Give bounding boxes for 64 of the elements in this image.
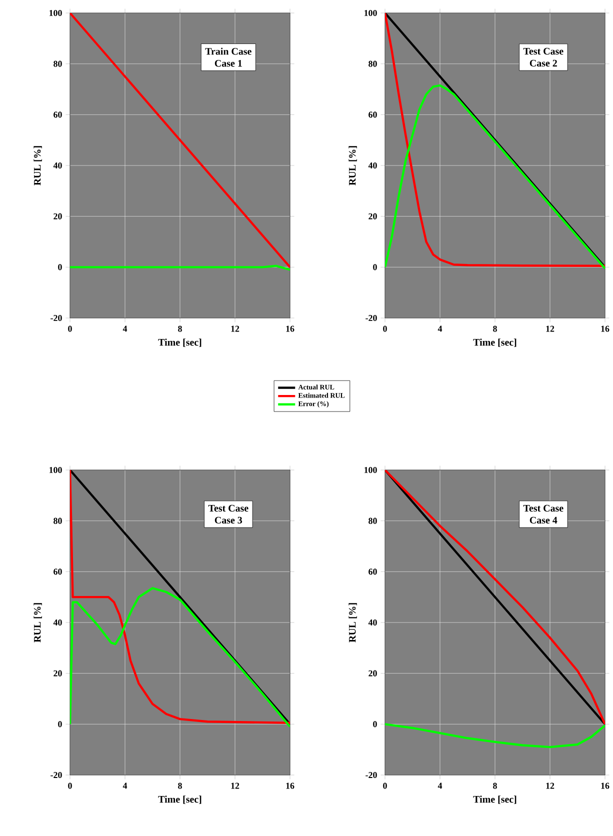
- x-tick-label: 16: [601, 782, 610, 789]
- x-tick-label: 16: [286, 326, 294, 332]
- x-tick-label: 12: [546, 782, 554, 789]
- y-tick-label: 20: [54, 213, 62, 220]
- y-tick-label: 0: [373, 264, 377, 270]
- text: Case 1: [214, 60, 242, 67]
- y-tick-label: 40: [368, 162, 377, 169]
- text: Case 2: [530, 60, 557, 67]
- y-tick-label: 20: [368, 213, 377, 220]
- y-tick-label: 80: [54, 60, 62, 67]
- x-tick-label: 4: [438, 326, 442, 332]
- y-tick-label: 0: [373, 721, 377, 728]
- y-tick-label: 100: [364, 466, 377, 474]
- y-tick-label: -20: [366, 314, 377, 322]
- y-tick-label: 80: [368, 60, 377, 67]
- y-tick-label: 0: [58, 721, 62, 728]
- y-tick-label: 40: [368, 619, 377, 626]
- x-tick-label: 8: [178, 782, 182, 789]
- x-tick-label: 0: [68, 782, 72, 789]
- x-tick-label: 8: [178, 326, 182, 332]
- x-tick-label: 12: [231, 782, 240, 789]
- y-tick-label: 60: [368, 568, 377, 575]
- text: Test Case: [208, 504, 248, 512]
- y-tick-label: 0: [58, 264, 62, 270]
- y-tick-label: 20: [368, 670, 377, 676]
- x-tick-label: 8: [493, 782, 497, 789]
- y-tick-label: 20: [54, 670, 62, 676]
- x-tick-label: 16: [286, 782, 294, 789]
- x-tick-label: 4: [122, 782, 128, 789]
- y-tick-label: 40: [53, 619, 62, 626]
- y-tick-label: 40: [53, 162, 62, 169]
- x-tick-label: 8: [493, 326, 497, 332]
- y-tick-label: 60: [54, 568, 62, 575]
- y-axis-title: RUL [%]: [34, 603, 42, 642]
- x-axis-title: Time [sec]: [473, 796, 516, 804]
- y-tick-label: 100: [364, 10, 377, 16]
- x-axis-title: Time [sec]: [158, 338, 202, 347]
- x-tick-label: 0: [383, 782, 387, 789]
- y-axis-title: RUL [%]: [348, 146, 357, 186]
- x-tick-label: 0: [68, 326, 72, 332]
- y-axis-title: RUL [%]: [34, 146, 42, 186]
- y-tick-label: 60: [54, 112, 62, 118]
- x-tick-label: 12: [546, 326, 554, 332]
- text: Test Case: [523, 504, 564, 512]
- x-axis-title: Time [sec]: [473, 338, 516, 347]
- y-tick-label: 100: [49, 466, 62, 474]
- x-tick-label: 4: [438, 782, 442, 789]
- x-tick-label: 4: [122, 326, 128, 332]
- x-tick-label: 12: [231, 326, 240, 332]
- y-tick-label: -20: [50, 772, 62, 778]
- y-tick-label: -20: [50, 314, 62, 322]
- text: Train Case: [205, 48, 252, 55]
- text: Case 3: [214, 516, 242, 524]
- y-axis-title: RUL [%]: [348, 603, 357, 642]
- y-tick-label: 80: [368, 518, 377, 524]
- x-tick-label: 16: [601, 326, 610, 332]
- y-tick-label: 80: [54, 518, 62, 524]
- y-tick-label: 100: [49, 10, 62, 16]
- y-tick-label: 60: [368, 112, 377, 118]
- text: Case 4: [530, 516, 558, 524]
- x-axis-title: Time [sec]: [158, 796, 202, 804]
- text: Test Case: [523, 48, 564, 55]
- x-tick-label: 0: [383, 326, 387, 332]
- y-tick-label: -20: [366, 772, 377, 778]
